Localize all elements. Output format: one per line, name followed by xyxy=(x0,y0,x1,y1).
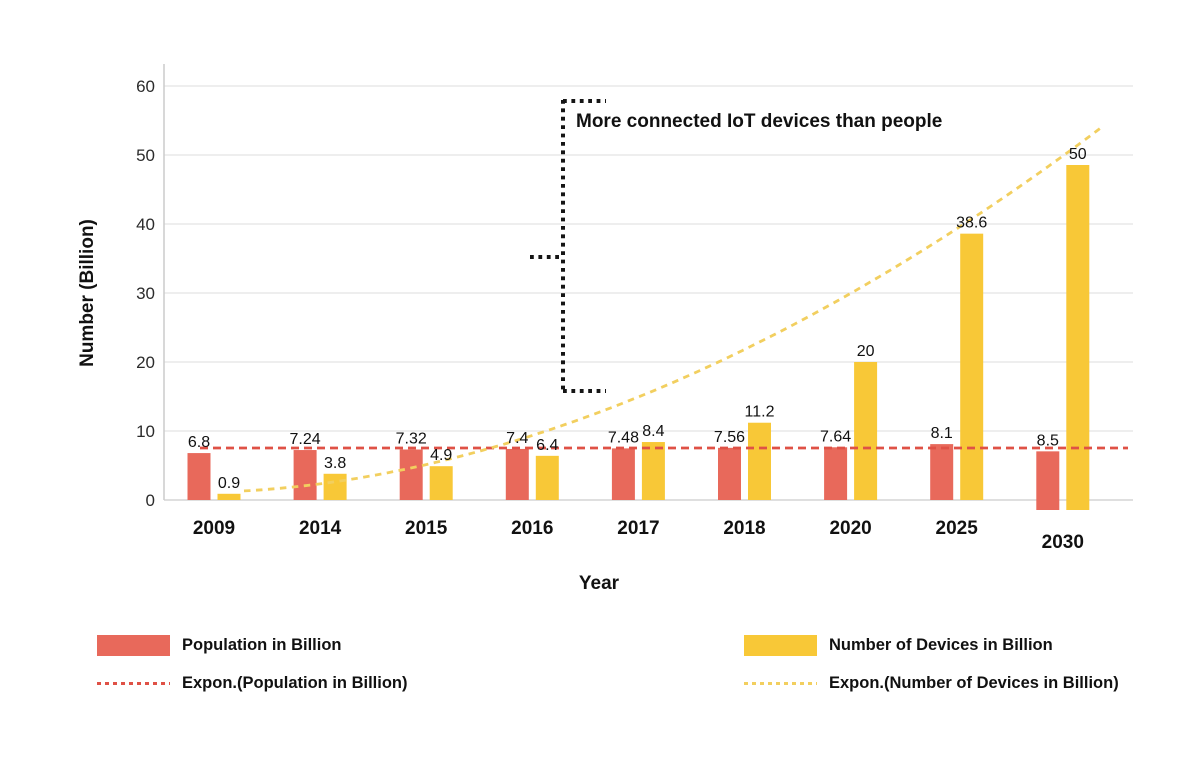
population-value-label-2018: 7.56 xyxy=(714,429,745,446)
legend-item-devices-trend: Expon.(Number of Devices in Billion) xyxy=(744,673,1119,694)
devices-value-label-2014: 3.8 xyxy=(324,455,346,472)
population-bar-2025 xyxy=(930,444,954,500)
x-tick-label-2015: 2015 xyxy=(405,518,448,539)
population-bar-2030 xyxy=(1036,451,1060,510)
devices-bar-2009 xyxy=(217,493,241,500)
population-bar-2015 xyxy=(399,449,423,500)
population-swatch xyxy=(97,635,170,656)
population-value-label-2020: 7.64 xyxy=(820,428,851,445)
legend-item-devices: Number of Devices in Billion xyxy=(744,635,1119,656)
population-legend-label: Population in Billion xyxy=(182,636,342,654)
devices-bar-2016 xyxy=(535,455,559,500)
devices-trend-swatch xyxy=(744,681,817,686)
devices-bar-2018 xyxy=(748,422,771,500)
y-tick-label-60: 60 xyxy=(136,77,155,96)
y-tick-label-30: 30 xyxy=(136,284,155,303)
population-value-label-2015: 7.32 xyxy=(396,430,427,447)
population-bar-2017 xyxy=(611,448,635,500)
devices-bar-2020 xyxy=(854,362,878,500)
y-tick-label-50: 50 xyxy=(136,146,155,165)
x-tick-label-2018: 2018 xyxy=(723,518,765,539)
y-axis-title: Number (Billion) xyxy=(77,219,98,367)
population-value-label-2009: 6.8 xyxy=(188,434,210,451)
x-tick-label-2016: 2016 xyxy=(511,518,553,539)
devices-bar-2014 xyxy=(323,473,347,500)
devices-bar-2030 xyxy=(1066,165,1090,510)
devices-bar-2017 xyxy=(641,442,665,500)
devices-value-label-2020: 20 xyxy=(857,343,875,360)
population-bar-2009 xyxy=(187,453,211,500)
x-axis-title: Year xyxy=(578,573,620,594)
devices-value-label-2018: 11.2 xyxy=(745,404,775,421)
annotation-text: More connected IoT devices than people xyxy=(576,111,943,132)
legend-right: Number of Devices in Billion Expon.(Numb… xyxy=(744,635,1119,694)
y-tick-label-40: 40 xyxy=(136,215,155,234)
population-value-label-2025: 8.1 xyxy=(931,425,953,442)
devices-legend-label: Number of Devices in Billion xyxy=(829,636,1053,654)
population-value-label-2014: 7.24 xyxy=(290,431,321,448)
devices-value-label-2017: 8.4 xyxy=(642,423,664,440)
devices-trend-legend-label: Expon.(Number of Devices in Billion) xyxy=(829,674,1119,692)
devices-bar-2025 xyxy=(960,233,984,500)
devices-value-label-2025: 38.6 xyxy=(956,215,987,232)
population-value-label-2016: 7.4 xyxy=(506,430,528,447)
devices-value-label-2016: 6.4 xyxy=(536,437,558,454)
y-tick-label-10: 10 xyxy=(136,422,155,441)
devices-bar-2015 xyxy=(429,466,453,500)
devices-trendline xyxy=(243,125,1103,493)
devices-value-label-2030: 50 xyxy=(1069,146,1087,163)
legend-left: Population in Billion Expon.(Population … xyxy=(97,635,407,694)
x-tick-label-2014: 2014 xyxy=(299,518,342,539)
population-value-label-2017: 7.48 xyxy=(608,429,639,446)
y-tick-label-20: 20 xyxy=(136,353,155,372)
y-tick-label-0: 0 xyxy=(146,491,155,510)
population-value-label-2030: 8.5 xyxy=(1037,432,1059,449)
population-bar-2020 xyxy=(824,447,848,500)
population-bar-2016 xyxy=(505,448,529,500)
legend-item-population: Population in Billion xyxy=(97,635,407,656)
population-trend-legend-label: Expon.(Population in Billion) xyxy=(182,674,408,692)
x-tick-label-2030: 2030 xyxy=(1042,532,1084,553)
population-bar-2014 xyxy=(293,450,317,500)
x-tick-label-2009: 2009 xyxy=(193,518,235,539)
devices-swatch xyxy=(744,635,817,656)
x-tick-label-2017: 2017 xyxy=(617,518,659,539)
x-tick-label-2020: 2020 xyxy=(829,518,871,539)
devices-value-label-2015: 4.9 xyxy=(430,447,452,464)
devices-value-label-2009: 0.9 xyxy=(218,475,240,492)
population-trend-swatch xyxy=(97,681,170,686)
legend-item-population-trend: Expon.(Population in Billion) xyxy=(97,673,407,694)
population-bar-2018 xyxy=(718,447,741,500)
x-tick-label-2025: 2025 xyxy=(936,518,979,539)
